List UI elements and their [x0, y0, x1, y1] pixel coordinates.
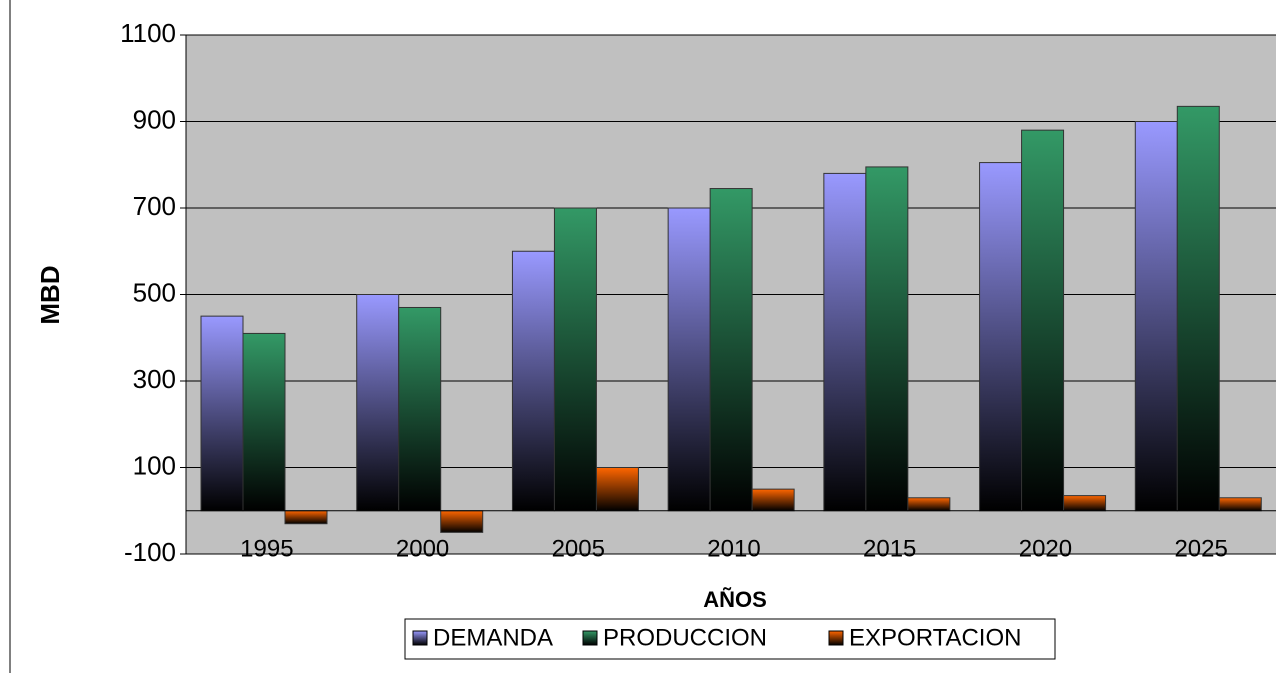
x-axis-title: AÑOS [703, 587, 767, 612]
legend [404, 618, 1056, 660]
bar [667, 207, 711, 512]
bar [1021, 129, 1065, 512]
bar [709, 188, 753, 512]
legend-label: PRODUCCION [603, 624, 767, 651]
legend-label: EXPORTACION [849, 624, 1021, 651]
bar [1134, 121, 1178, 512]
bar [1063, 495, 1107, 512]
y-tick-label: 100 [133, 450, 176, 480]
legend-label: DEMANDA [433, 624, 553, 651]
bar [200, 315, 244, 512]
bar [1218, 497, 1262, 512]
x-tick-label: 1995 [240, 535, 293, 562]
x-tick-label: 2010 [707, 535, 760, 562]
legend-swatch [412, 630, 428, 646]
y-tick-label: 500 [133, 277, 176, 307]
bar [907, 497, 951, 512]
y-tick-label: 300 [133, 364, 176, 394]
bar [284, 510, 328, 525]
y-tick-label: -100 [124, 537, 176, 567]
bar [511, 250, 555, 512]
y-tick-label: 900 [133, 104, 176, 134]
x-tick-label: 2015 [863, 535, 916, 562]
bar [751, 488, 795, 512]
bar [865, 166, 909, 512]
legend-swatch [828, 630, 844, 646]
bar [553, 207, 597, 512]
legend-swatch [582, 630, 598, 646]
bar [242, 332, 286, 512]
bar [979, 162, 1023, 512]
bar [440, 510, 484, 533]
y-tick-label: 700 [133, 191, 176, 221]
bar [398, 306, 442, 512]
x-tick-label: 2000 [396, 535, 449, 562]
bar [595, 467, 639, 512]
bar [1176, 105, 1220, 512]
x-tick-label: 2020 [1019, 535, 1072, 562]
x-tick-label: 2025 [1174, 535, 1227, 562]
bar [823, 172, 867, 512]
x-tick-label: 2005 [552, 535, 605, 562]
y-tick-label: 1100 [120, 18, 176, 48]
bar [356, 294, 400, 512]
y-axis-title: MBD [35, 265, 65, 324]
